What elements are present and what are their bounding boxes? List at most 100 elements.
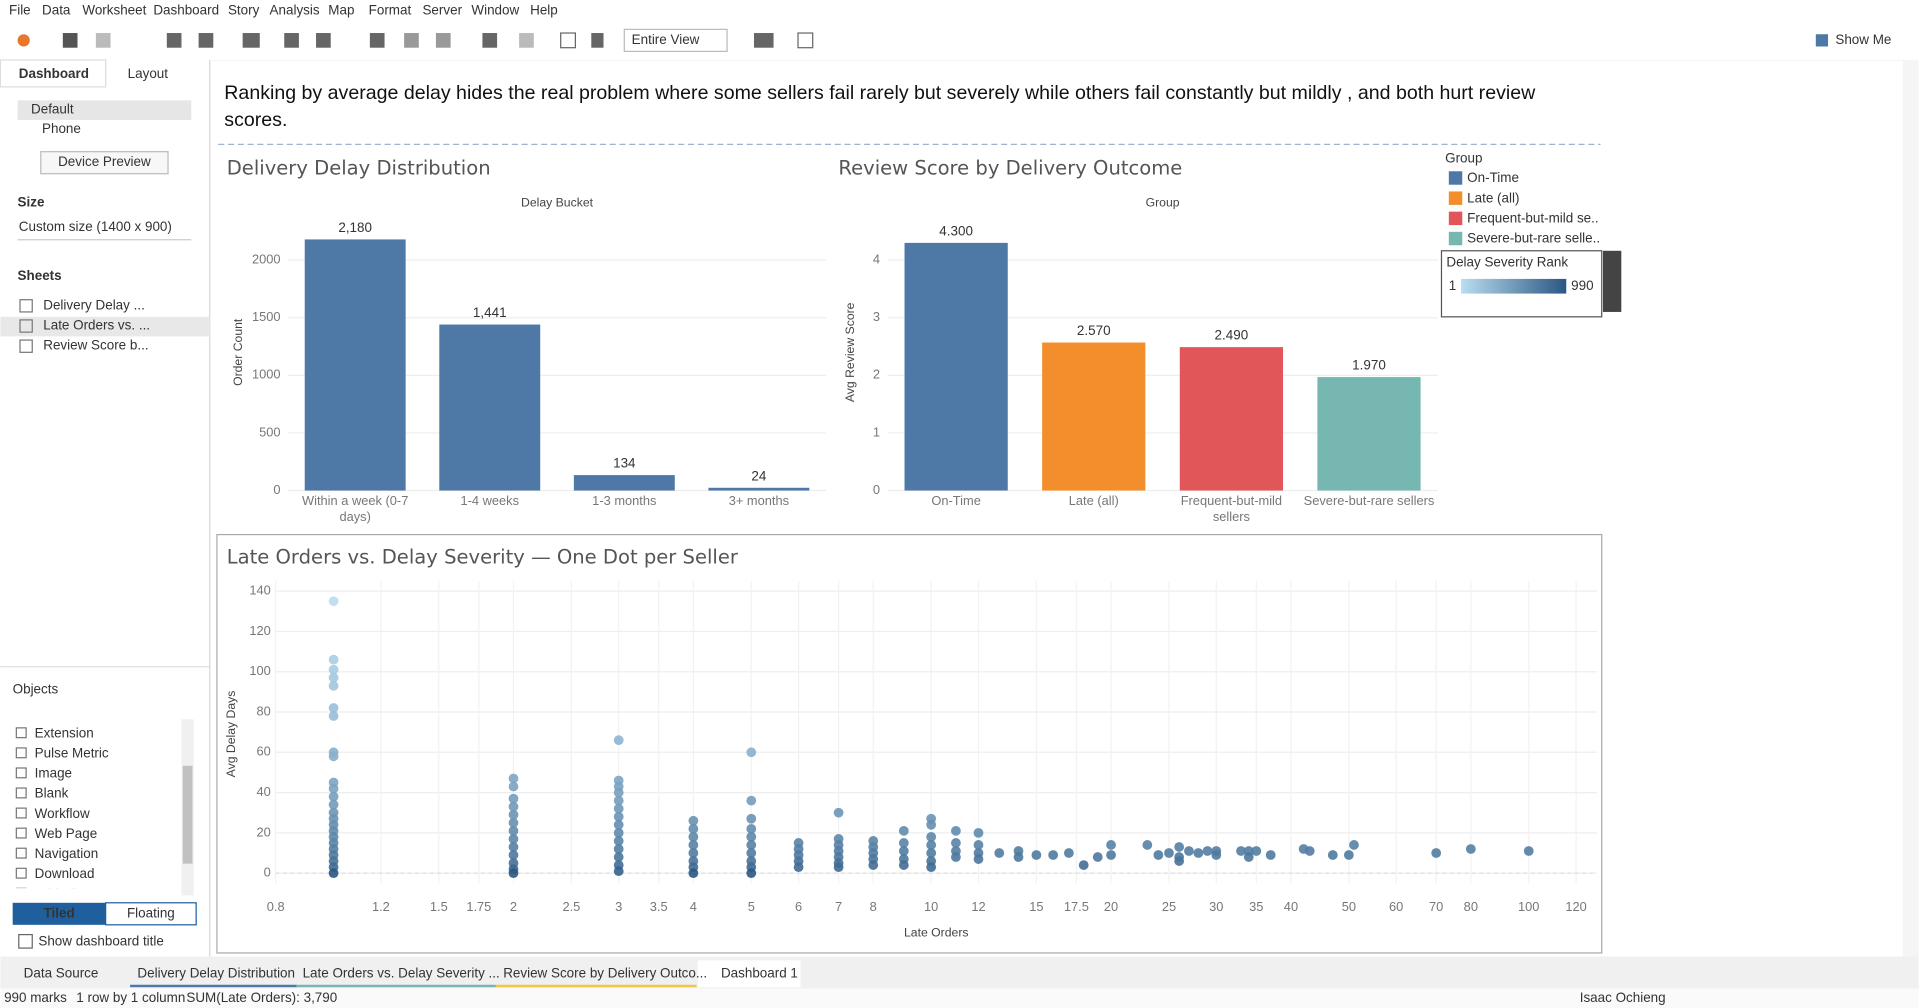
sheet-item[interactable]: Delivery Delay ... bbox=[43, 297, 145, 312]
scatter-point bbox=[746, 747, 757, 758]
menu-item[interactable]: Server bbox=[422, 3, 462, 18]
menu-item[interactable]: Format bbox=[369, 3, 412, 18]
menu-item[interactable]: Map bbox=[328, 3, 354, 18]
scatter-point bbox=[328, 654, 339, 665]
legend-item[interactable]: On-Time bbox=[1467, 170, 1519, 185]
scatter-point bbox=[508, 773, 519, 784]
sheet-tab[interactable]: Late Orders vs. Delay Severity ... bbox=[303, 965, 500, 980]
scatter-point bbox=[926, 848, 937, 858]
axis-title: Avg Review Score bbox=[843, 302, 857, 402]
chart-title: Review Score by Delivery Outcome bbox=[838, 156, 1182, 179]
x-tick-label: 60 bbox=[1389, 899, 1403, 914]
floating-button[interactable] bbox=[105, 902, 197, 926]
view-dropdown[interactable] bbox=[623, 28, 728, 52]
new-data[interactable] bbox=[198, 33, 214, 48]
menu-item[interactable]: Window bbox=[471, 3, 519, 18]
menu-item[interactable]: Dashboard bbox=[153, 3, 219, 18]
sheet-item[interactable]: Review Score b... bbox=[43, 338, 148, 353]
scatter-point bbox=[508, 809, 519, 820]
show-me-icon[interactable] bbox=[1815, 34, 1829, 47]
scatter-point bbox=[508, 825, 519, 836]
sheet-selected[interactable] bbox=[0, 316, 210, 337]
menu-item[interactable]: Analysis bbox=[270, 3, 320, 18]
sheet-tab[interactable]: Dashboard 1 bbox=[721, 965, 798, 980]
data-label: 1.970 bbox=[1352, 358, 1386, 373]
menu-item[interactable]: Help bbox=[530, 3, 558, 18]
device-preview-button[interactable] bbox=[40, 151, 169, 175]
object-item[interactable]: Extension bbox=[35, 726, 94, 741]
bar bbox=[708, 487, 810, 491]
y-tick-label: 120 bbox=[249, 623, 270, 638]
scatter-point bbox=[328, 680, 339, 691]
legend-item[interactable]: Late (all) bbox=[1467, 190, 1519, 205]
highlight[interactable] bbox=[482, 33, 498, 48]
scatter-point bbox=[746, 868, 757, 879]
undo[interactable] bbox=[62, 33, 78, 48]
cards[interactable] bbox=[753, 33, 774, 48]
sidebar-tab-active[interactable] bbox=[0, 59, 107, 88]
menu-item[interactable]: Story bbox=[228, 3, 260, 18]
x-tick-label: 3+ months bbox=[728, 494, 790, 509]
x-tick-label-box: 1-3 months bbox=[592, 494, 656, 509]
sort-desc[interactable] bbox=[435, 33, 451, 48]
x-tick-label: 50 bbox=[1342, 899, 1356, 914]
scatter-point bbox=[1174, 842, 1185, 852]
presentation[interactable] bbox=[797, 32, 814, 49]
bar bbox=[1042, 342, 1146, 491]
legend-item[interactable]: Frequent-but-mild se.. bbox=[1467, 211, 1598, 226]
scatter-point bbox=[746, 813, 757, 824]
scatter-point bbox=[926, 840, 937, 850]
sheet-item[interactable]: Late Orders vs. ... bbox=[43, 318, 150, 333]
save[interactable] bbox=[166, 33, 182, 48]
checkbox[interactable] bbox=[18, 933, 33, 949]
x-tick-label: 4 bbox=[690, 899, 697, 914]
scatter-point bbox=[1431, 848, 1442, 858]
sheet-tab[interactable]: Review Score by Delivery Outco... bbox=[503, 965, 707, 980]
canvas-scrollbar[interactable] bbox=[1906, 61, 1919, 957]
fix-axes[interactable] bbox=[591, 33, 604, 48]
menu-item[interactable]: Worksheet bbox=[82, 3, 146, 18]
scatter-point bbox=[746, 848, 757, 858]
legend-item[interactable]: Severe-but-rare selle.. bbox=[1467, 231, 1600, 246]
sheet-tab[interactable]: Data Source bbox=[24, 965, 99, 980]
scatter-point bbox=[868, 860, 879, 870]
duplicate[interactable] bbox=[284, 33, 299, 48]
y-tick-label: 140 bbox=[249, 583, 270, 598]
device-selected[interactable] bbox=[17, 100, 192, 120]
tab-underline bbox=[495, 984, 697, 988]
scatter-point bbox=[328, 751, 339, 762]
object-item[interactable]: Workflow bbox=[35, 806, 90, 821]
menu-item[interactable]: Data bbox=[42, 3, 71, 18]
legend-controls[interactable] bbox=[1602, 250, 1622, 312]
object-item[interactable]: Pulse Metric bbox=[35, 746, 109, 761]
sheet-tab[interactable]: Delivery Delay Distribution bbox=[137, 965, 295, 980]
group[interactable] bbox=[519, 33, 534, 48]
object-item[interactable]: Download bbox=[35, 866, 95, 881]
data-label: 134 bbox=[613, 456, 636, 471]
scatter-point bbox=[1031, 850, 1042, 860]
scatter-point bbox=[926, 819, 937, 830]
redo[interactable] bbox=[95, 33, 111, 48]
new-sheet[interactable] bbox=[242, 33, 260, 48]
object-item[interactable]: Blank bbox=[35, 786, 69, 801]
tab-active[interactable] bbox=[697, 960, 801, 988]
sheet-icon bbox=[19, 299, 33, 313]
scatter-point bbox=[328, 672, 339, 683]
scatter-point bbox=[328, 791, 339, 802]
logo[interactable] bbox=[17, 34, 30, 47]
bar bbox=[304, 239, 406, 491]
sort-asc[interactable] bbox=[404, 33, 419, 48]
scatter-point bbox=[1202, 846, 1213, 856]
scroll-thumb[interactable] bbox=[182, 765, 193, 864]
labels[interactable] bbox=[560, 32, 576, 49]
swap[interactable] bbox=[369, 33, 385, 48]
menu-item[interactable]: File bbox=[9, 3, 31, 18]
scatter-point bbox=[1349, 840, 1359, 850]
y-tick-label: 2000 bbox=[252, 252, 281, 267]
object-item[interactable]: Image bbox=[35, 766, 72, 781]
object-item[interactable]: Navigation bbox=[35, 846, 99, 861]
user[interactable]: Isaac Ochieng bbox=[1580, 990, 1666, 1005]
tiled-button[interactable] bbox=[12, 902, 106, 925]
clear[interactable] bbox=[316, 33, 331, 48]
object-item[interactable]: Web Page bbox=[35, 826, 98, 841]
